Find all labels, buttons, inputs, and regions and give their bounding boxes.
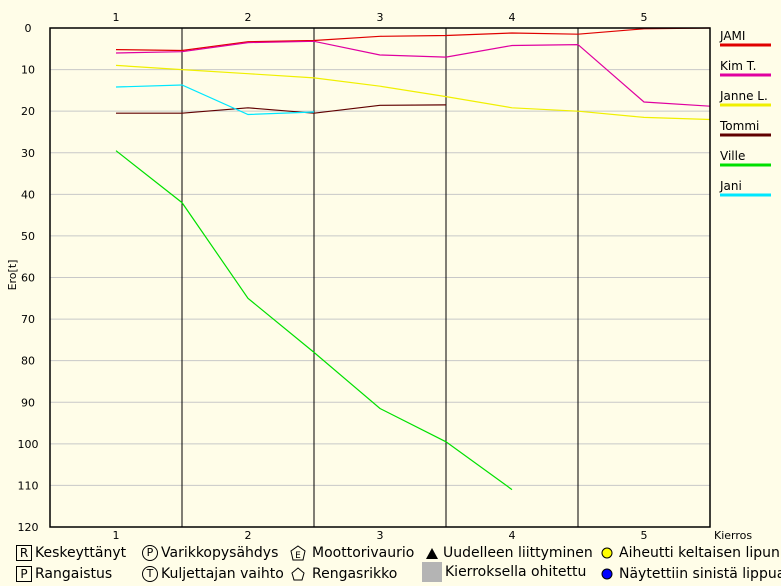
key-penalty-label: Rangaistus bbox=[35, 566, 113, 582]
symbol-key: R Keskeyttänyt P Varikkopysähdys E Moott… bbox=[0, 540, 781, 584]
series-line-kim-t bbox=[115, 40, 711, 107]
y-tick-label: 110 bbox=[18, 479, 39, 492]
key-blue: Näytettiin sinistä lippua bbox=[600, 564, 781, 584]
x-tick-label-top: 3 bbox=[377, 11, 384, 24]
driver-change-icon-letter: T bbox=[146, 567, 154, 580]
key-engine: E Moottorivaurio bbox=[290, 543, 414, 563]
plot-frame bbox=[49, 27, 711, 528]
legend-label: Jani bbox=[719, 179, 742, 193]
x-tick-label-top: 1 bbox=[113, 11, 120, 24]
key-retired-label: Keskeyttänyt bbox=[35, 545, 127, 561]
key-rejoin: Uudelleen liittyminen bbox=[424, 543, 593, 563]
legend-label: Tommi bbox=[719, 119, 759, 133]
key-lapped-label: Kierroksella ohitettu bbox=[445, 564, 587, 580]
x-tick-label: 2 bbox=[245, 529, 252, 540]
key-tyre: Rengasrikko bbox=[290, 564, 397, 584]
lapped-icon bbox=[422, 562, 442, 582]
y-tick-label: 10 bbox=[21, 64, 35, 77]
x-axis-label: Kierros bbox=[714, 529, 752, 540]
key-pitstop-label: Varikkopysähdys bbox=[161, 545, 279, 561]
key-retired: R Keskeyttänyt bbox=[16, 543, 126, 563]
penalty-icon: P bbox=[16, 566, 32, 582]
x-tick-label: 5 bbox=[641, 529, 648, 540]
x-tick-label: 4 bbox=[509, 529, 516, 540]
yellow-flag-icon bbox=[600, 545, 616, 561]
key-penalty: P Rangaistus bbox=[16, 564, 112, 584]
blue-flag-icon bbox=[600, 566, 616, 582]
engine-icon: E bbox=[290, 545, 306, 561]
chart-grid bbox=[50, 28, 710, 527]
key-tyre-label: Rengasrikko bbox=[312, 566, 398, 582]
y-tick-label: 100 bbox=[18, 438, 39, 451]
key-lapped: Kierroksella ohitettu bbox=[422, 562, 586, 582]
key-yellow-label: Aiheutti keltaisen lipun bbox=[619, 545, 780, 561]
series-line-jani bbox=[115, 84, 315, 116]
key-rejoin-label: Uudelleen liittyminen bbox=[443, 545, 593, 561]
y-tick-label: 40 bbox=[21, 188, 35, 201]
legend-label: Kim T. bbox=[720, 59, 756, 73]
key-engine-label: Moottorivaurio bbox=[312, 545, 415, 561]
key-blue-label: Näytettiin sinistä lippua bbox=[619, 566, 781, 582]
rejoin-triangle-icon bbox=[424, 545, 440, 561]
tyre-icon bbox=[290, 566, 306, 582]
pitstop-icon-letter: P bbox=[146, 546, 154, 559]
key-driverchange: T Kuljettajan vaihto bbox=[142, 564, 284, 584]
series-lines bbox=[115, 27, 711, 491]
x-tick-label-top: 5 bbox=[641, 11, 648, 24]
y-tick-label: 0 bbox=[25, 22, 32, 35]
lap-chart: 0 10 20 30 40 50 60 70 80 90 100 110 120 1 1 2 2 3 3 4 4 5 5 E… bbox=[6, 11, 771, 540]
x-tick-label-top: 4 bbox=[509, 11, 516, 24]
series-line-ville bbox=[115, 150, 513, 491]
series-line-janne-l bbox=[115, 64, 711, 121]
pitstop-icon: P bbox=[142, 545, 158, 561]
engine-icon-letter: E bbox=[295, 551, 301, 561]
key-driverchange-label: Kuljettajan vaihto bbox=[161, 566, 284, 582]
key-pitstop: P Varikkopysähdys bbox=[142, 543, 278, 563]
chart-axes: 0 10 20 30 40 50 60 70 80 90 100 110 120 1 1 2 2 3 3 4 4 5 5 bbox=[18, 11, 711, 540]
legend: JAMI Kim T. Janne L. Tommi Ville Jani bbox=[719, 29, 771, 197]
legend-label: Janne L. bbox=[719, 89, 768, 103]
y-tick-label: 80 bbox=[21, 355, 35, 368]
y-axis-label: Ero[t] bbox=[6, 260, 19, 291]
x-tick-label-top: 2 bbox=[245, 11, 252, 24]
retired-icon: R bbox=[16, 545, 32, 561]
x-tick-label: 1 bbox=[113, 529, 120, 540]
legend-label: JAMI bbox=[719, 29, 745, 43]
legend-label: Ville bbox=[720, 149, 745, 163]
y-tick-label: 120 bbox=[18, 521, 39, 534]
retired-icon-letter: R bbox=[19, 546, 29, 560]
y-tick-label: 30 bbox=[21, 147, 35, 160]
y-tick-label: 70 bbox=[21, 313, 35, 326]
key-yellow: Aiheutti keltaisen lipun bbox=[600, 543, 780, 563]
series-line-jami bbox=[115, 27, 711, 52]
x-tick-label: 3 bbox=[377, 529, 384, 540]
y-tick-label: 20 bbox=[21, 105, 35, 118]
penalty-icon-letter: P bbox=[20, 567, 28, 581]
y-tick-label: 90 bbox=[21, 396, 35, 409]
y-tick-label: 60 bbox=[21, 272, 35, 285]
y-tick-label: 50 bbox=[21, 230, 35, 243]
driver-change-icon: T bbox=[142, 566, 158, 582]
series-line-tommi bbox=[116, 104, 447, 114]
